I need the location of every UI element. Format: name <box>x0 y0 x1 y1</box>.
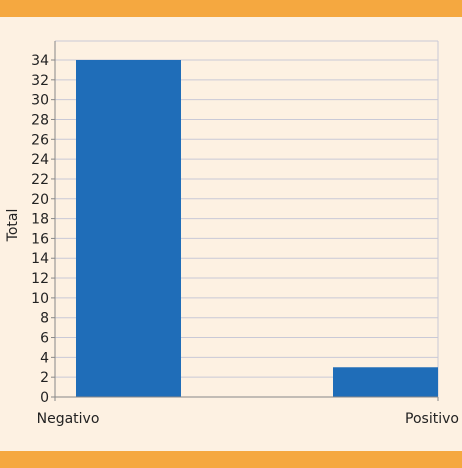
y-axis-label: Total <box>5 209 21 243</box>
y-tick-label: 0 <box>40 390 49 406</box>
y-tick-label: 16 <box>31 231 49 247</box>
y-tick-label: 28 <box>31 112 49 128</box>
x-tick-label: Negativo <box>37 411 100 427</box>
y-tick-label: 18 <box>31 212 49 228</box>
y-tick-label: 12 <box>31 271 49 287</box>
y-tick-label: 34 <box>31 53 49 69</box>
y-tick-label: 4 <box>40 350 49 366</box>
y-tick-label: 8 <box>40 311 49 327</box>
bar-positivo <box>333 367 438 397</box>
y-tick-label: 24 <box>31 152 49 168</box>
x-tick-labels: Negativo Positivo <box>37 411 459 427</box>
top-accent-band <box>0 0 462 17</box>
y-tick-label: 10 <box>31 291 49 307</box>
y-tick-label: 26 <box>31 132 49 148</box>
y-tick-label: 6 <box>40 331 49 347</box>
y-tick-label: 2 <box>40 370 49 386</box>
y-tick-label: 14 <box>31 251 49 267</box>
axes <box>51 41 439 401</box>
x-tick-label: Positivo <box>405 411 459 427</box>
y-tick-label: 32 <box>31 73 49 89</box>
y-tick-label: 30 <box>31 93 49 109</box>
bar-negativo <box>76 60 181 397</box>
bottom-accent-band <box>0 451 462 468</box>
y-tick-label: 22 <box>31 172 49 188</box>
y-tick-label: 20 <box>31 192 49 208</box>
bars <box>76 60 438 397</box>
